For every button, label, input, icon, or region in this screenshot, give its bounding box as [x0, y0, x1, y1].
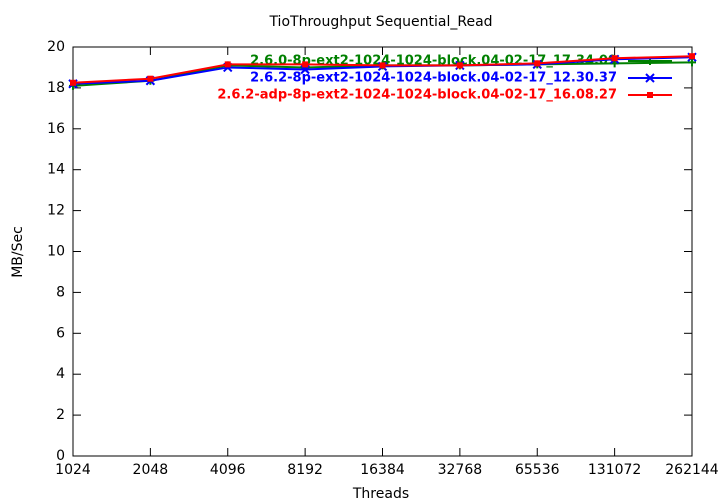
x-tick-label: 16384	[360, 462, 405, 478]
legend-label: 2.6.2-8p-ext2-1024-1024-block.04-02-17_1…	[250, 71, 617, 86]
x-tick-label: 4096	[210, 462, 246, 478]
y-tick-label: 14	[47, 162, 65, 178]
data-point	[302, 61, 309, 68]
y-tick-label: 18	[47, 80, 65, 96]
x-tick-label: 1024	[55, 462, 91, 478]
y-tick-label: 10	[47, 244, 65, 260]
x-tick-label: 262144	[665, 462, 719, 478]
legend-label: 2.6.2-adp-8p-ext2-1024-1024-block.04-02-…	[217, 88, 617, 103]
data-point	[224, 61, 231, 68]
data-point	[611, 55, 618, 62]
data-point	[688, 58, 696, 67]
y-tick-label: 8	[56, 284, 65, 300]
x-tick-label: 8192	[287, 462, 323, 478]
legend-marker	[645, 73, 655, 83]
legend-marker	[647, 92, 653, 98]
data-point	[534, 60, 541, 67]
data-point	[456, 62, 463, 69]
y-tick-label: 0	[56, 448, 65, 464]
data-point	[70, 79, 76, 86]
x-axis-label: Threads	[352, 486, 409, 502]
y-tick-label: 16	[47, 121, 65, 137]
x-tick-label: 32768	[438, 462, 483, 478]
y-tick-label: 2	[56, 407, 65, 423]
data-point	[379, 62, 386, 69]
y-tick-label: 12	[47, 203, 65, 219]
x-tick-label: 131072	[588, 462, 641, 478]
y-axis-label: MB/Sec	[10, 226, 26, 278]
y-tick-label: 20	[47, 39, 65, 55]
y-tick-label: 6	[56, 325, 65, 341]
x-tick-label: 65536	[515, 462, 560, 478]
y-tick-label: 4	[56, 366, 65, 382]
data-point	[689, 53, 695, 60]
plot-frame	[72, 46, 693, 457]
x-tick-label: 2048	[133, 462, 169, 478]
chart-title: TioThroughput Sequential_Read	[268, 14, 492, 30]
data-point	[147, 75, 154, 82]
